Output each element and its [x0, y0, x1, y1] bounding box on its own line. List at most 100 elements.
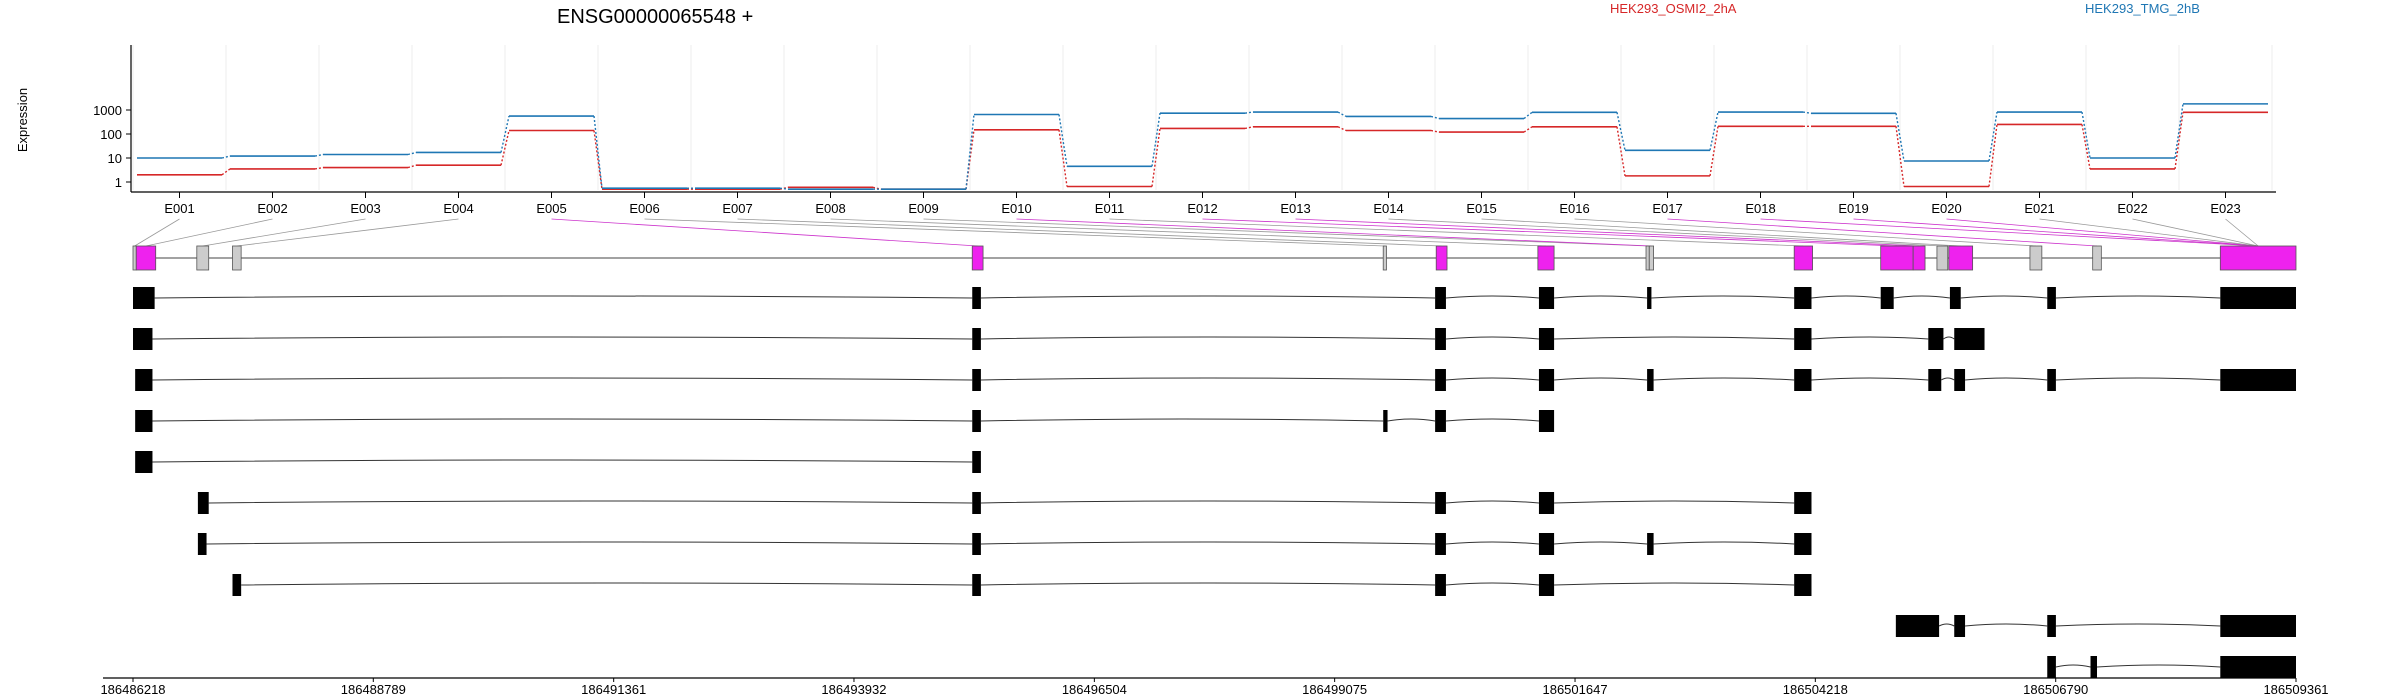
exon-connector: [1202, 218, 1897, 247]
transcript-exon: [1794, 574, 1812, 596]
series-connector: [1244, 111, 1254, 114]
transcript-exon: [1794, 533, 1812, 555]
exon-label: E009: [908, 201, 938, 216]
transcript-exon: [1954, 369, 1966, 391]
transcript-exon: [1928, 328, 1944, 350]
transcript-track: [133, 328, 1985, 350]
series-connector: [500, 130, 510, 166]
exon-label: E012: [1187, 201, 1217, 216]
transcript-track: [135, 369, 2296, 391]
gene-exon: [2092, 245, 2102, 271]
genomic-tick-label: 186501647: [1542, 682, 1607, 697]
exon-connectors: [134, 218, 2259, 247]
exon-connector: [830, 218, 1546, 247]
transcript-exon: [972, 287, 981, 309]
exon-connector: [1853, 218, 2259, 247]
gene-exon: [2219, 245, 2297, 271]
exon-connector: [145, 218, 273, 247]
series-connector: [221, 155, 231, 159]
transcript-intron: [1445, 500, 1539, 504]
transcript-intron: [1965, 623, 2048, 627]
transcript-exon: [972, 451, 981, 473]
exon-connector: [1667, 218, 2098, 247]
gene-exon: [2029, 245, 2043, 271]
series-connector: [314, 166, 324, 170]
transcript-exon: [2090, 656, 2098, 678]
transcript-exon: [972, 533, 981, 555]
expression-grid: [132, 45, 2273, 190]
series-connector: [1709, 126, 1719, 176]
expression-series: [137, 103, 2268, 191]
transcript-exon: [1794, 287, 1812, 309]
exon-label: E002: [257, 201, 287, 216]
exon-connector: [1481, 218, 1961, 247]
genomic-tick-label: 186488789: [341, 682, 406, 697]
series-b: [137, 103, 2268, 191]
gene-exon: [1880, 245, 1914, 271]
series-connector: [1523, 126, 1533, 133]
transcript-exon: [1435, 287, 1446, 309]
transcript-intron: [980, 377, 1436, 381]
y-tick-label: 1000: [93, 103, 122, 118]
exon-connector: [1295, 218, 1920, 247]
transcript-intron: [1653, 541, 1795, 545]
transcript-intron: [1651, 295, 1795, 299]
gene-exon: [1435, 245, 1448, 271]
series-connector: [314, 153, 324, 157]
legend-series-a: HEK293_OSMI2_2hA: [1610, 1, 1737, 16]
y-axis-label: Expression: [15, 88, 30, 152]
transcript-track: [135, 410, 1555, 432]
series-connector: [2081, 124, 2091, 170]
exon-label: E011: [1095, 201, 1124, 216]
transcript-intron: [241, 582, 973, 586]
exon-connector: [1574, 218, 2036, 247]
transcript-exon: [1880, 287, 1894, 309]
exon-label: E020: [1931, 201, 1961, 216]
exon-connector: [1388, 218, 1943, 247]
series-connector: [1616, 112, 1626, 151]
series-connector: [1058, 129, 1068, 187]
transcript-exon: [1928, 369, 1942, 391]
transcript-intron: [154, 295, 973, 299]
series-connector: [1988, 111, 1998, 162]
exon-label: E021: [2024, 201, 2054, 216]
transcript-exon: [1538, 492, 1555, 514]
transcript-intron: [1445, 336, 1539, 340]
transcript-exon: [1538, 574, 1555, 596]
exon-connector: [644, 218, 1385, 247]
transcript-exon: [2220, 369, 2296, 391]
series-connector: [593, 115, 603, 189]
transcript-exon: [197, 533, 207, 555]
transcript-track: [197, 533, 1812, 555]
transcript-exon: [197, 492, 209, 514]
expression-axes: 1000 100 10 1: [93, 45, 2276, 193]
transcript-intron: [152, 418, 973, 422]
transcript-track: [133, 287, 2296, 309]
transcript-exon: [2047, 369, 2056, 391]
transcript-exon: [1647, 287, 1652, 309]
transcript-track: [135, 451, 981, 473]
exon-connector: [134, 218, 180, 247]
transcript-intron: [152, 377, 973, 381]
transcript-exon: [135, 369, 153, 391]
gene-exon: [1793, 245, 1813, 271]
transcript-intron: [980, 541, 1436, 545]
exon-connector: [1946, 218, 2259, 247]
transcript-exon: [2220, 615, 2296, 637]
transcript-exon: [1538, 369, 1555, 391]
transcript-exon: [1647, 369, 1654, 391]
series-connector: [1895, 113, 1905, 162]
transcript-exon: [972, 492, 981, 514]
exon-connector: [737, 218, 1442, 247]
transcript-intron: [2055, 295, 2221, 299]
transcript-intron: [1941, 377, 1955, 381]
transcript-exon: [1794, 328, 1812, 350]
y-tick-label: 10: [108, 151, 122, 166]
transcript-intron: [152, 459, 973, 463]
transcript-intron: [1445, 295, 1539, 299]
transcript-exon: [1949, 287, 1961, 309]
genomic-tick-label: 186496504: [1062, 682, 1127, 697]
transcript-intron: [1811, 336, 1929, 340]
